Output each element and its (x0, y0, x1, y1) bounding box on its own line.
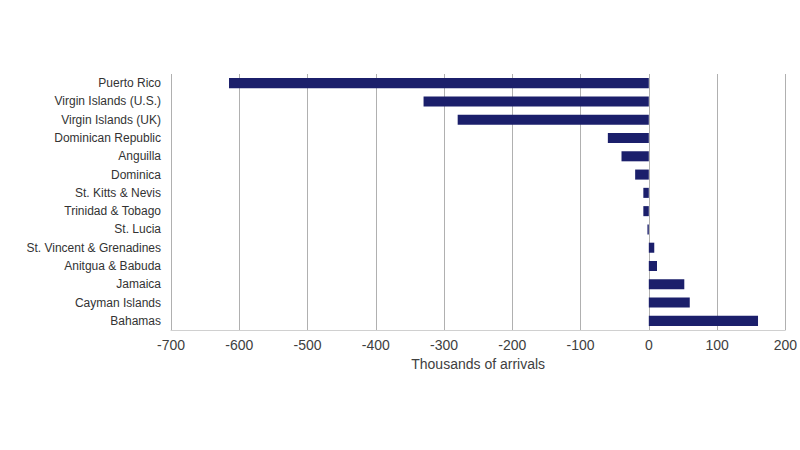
svg-text:-100: -100 (567, 337, 595, 353)
svg-text:-500: -500 (294, 337, 322, 353)
svg-text:Anguilla: Anguilla (118, 149, 161, 163)
svg-text:Trinidad & Tobago: Trinidad & Tobago (64, 204, 161, 218)
svg-text:-300: -300 (430, 337, 458, 353)
svg-text:St. Kitts & Nevis: St. Kitts & Nevis (75, 186, 161, 200)
svg-text:200: 200 (774, 337, 798, 353)
svg-text:Thousands of arrivals: Thousands of arrivals (411, 356, 545, 372)
svg-text:Puerto Rico: Puerto Rico (98, 76, 161, 90)
svg-text:St. Vincent & Grenadines: St. Vincent & Grenadines (26, 241, 161, 255)
svg-text:-600: -600 (225, 337, 253, 353)
svg-text:St. Lucia: St. Lucia (114, 222, 161, 236)
svg-text:Cayman Islands: Cayman Islands (75, 296, 161, 310)
svg-text:Dominica: Dominica (111, 168, 161, 182)
svg-text:Bahamas: Bahamas (110, 314, 161, 328)
svg-text:-200: -200 (498, 337, 526, 353)
svg-text:100: 100 (705, 337, 729, 353)
svg-text:Virgin Islands (UK): Virgin Islands (UK) (61, 113, 161, 127)
svg-text:Dominican Republic: Dominican Republic (54, 131, 161, 145)
svg-text:-700: -700 (157, 337, 185, 353)
svg-text:0: 0 (645, 337, 653, 353)
svg-text:Jamaica: Jamaica (116, 277, 161, 291)
svg-text:Virgin Islands (U.S.): Virgin Islands (U.S.) (55, 94, 161, 108)
svg-text:Anitgua & Babuda: Anitgua & Babuda (64, 259, 161, 273)
svg-text:-400: -400 (362, 337, 390, 353)
